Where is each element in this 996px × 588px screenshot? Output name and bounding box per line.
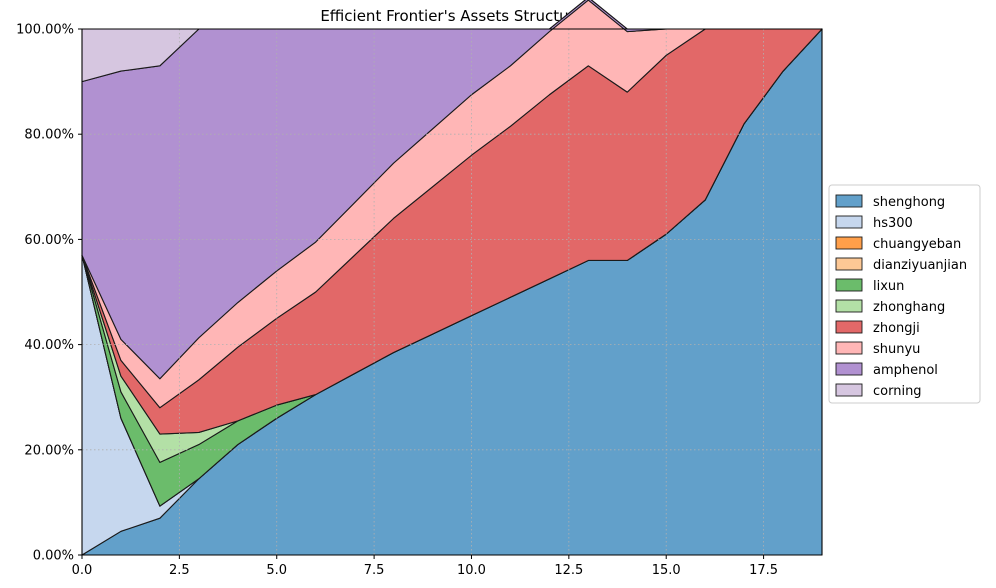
y-tick-label: 40.00% xyxy=(24,338,74,353)
x-tick-label: 12.5 xyxy=(554,563,583,578)
legend-swatch-amphenol xyxy=(835,362,863,376)
legend: shenghong hs300 chuangyeban dianziyuanjian l… xyxy=(828,184,981,404)
legend-swatch-hs300 xyxy=(835,215,863,229)
legend-label-lixun: lixun xyxy=(873,279,904,294)
legend-label-hs300: hs300 xyxy=(873,216,913,231)
y-tick-label: 20.00% xyxy=(24,443,74,458)
legend-label-corning: corning xyxy=(873,384,922,399)
x-tick-label: 0.0 xyxy=(72,563,93,578)
y-tick-label: 0.00% xyxy=(33,549,74,564)
x-tick-label: 15.0 xyxy=(652,563,681,578)
legend-swatch-chuangyeban xyxy=(835,236,863,250)
x-tick-label: 10.0 xyxy=(457,563,486,578)
legend-swatch-dianziyuanjian xyxy=(835,257,863,271)
plot-area xyxy=(81,0,823,556)
legend-swatch-lixun xyxy=(835,278,863,292)
chart-title: Efficient Frontier's Assets Structure xyxy=(320,7,583,25)
legend-box xyxy=(828,184,981,404)
legend-swatch-shunyu xyxy=(835,341,863,355)
legend-label-zhongji: zhongji xyxy=(873,321,920,336)
legend-label-shunyu: shunyu xyxy=(873,342,920,357)
legend-label-zhonghang: zhonghang xyxy=(873,300,945,315)
legend-label-chuangyeban: chuangyeban xyxy=(873,237,961,252)
x-tick-label: 17.5 xyxy=(749,563,778,578)
legend-swatch-corning xyxy=(835,383,863,397)
legend-label-amphenol: amphenol xyxy=(873,363,938,378)
legend-swatch-zhongji xyxy=(835,320,863,334)
legend-label-shenghong: shenghong xyxy=(873,195,945,210)
y-tick-label: 60.00% xyxy=(24,233,74,248)
axes: 0.0 2.5 5.0 7.5 10.0 12.5 15.0 17.5 0.00% 20.00% 4… xyxy=(16,23,823,578)
plot-frame xyxy=(81,28,823,556)
x-tick-label: 7.5 xyxy=(364,563,385,578)
x-tick-label: 5.0 xyxy=(266,563,287,578)
x-tick-label: 2.5 xyxy=(169,563,190,578)
legend-swatch-shenghong xyxy=(835,194,863,208)
y-tick-label: 80.00% xyxy=(24,128,74,143)
y-tick-label: 100.00% xyxy=(16,23,74,38)
legend-swatch-zhonghang xyxy=(835,299,863,313)
legend-label-dianziyuanjian: dianziyuanjian xyxy=(873,258,967,273)
